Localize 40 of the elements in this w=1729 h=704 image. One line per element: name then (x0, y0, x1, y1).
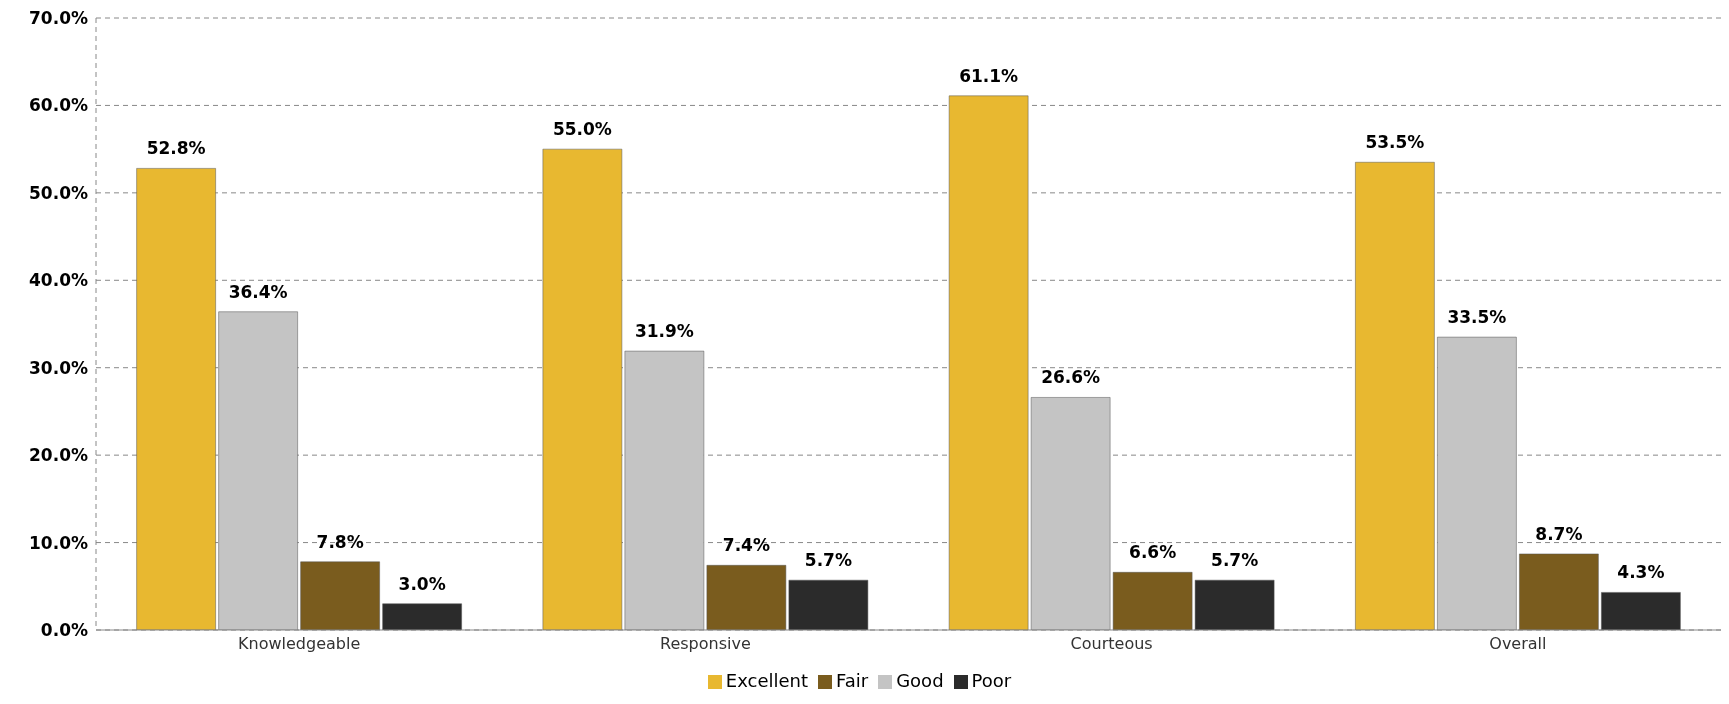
bar (382, 603, 462, 630)
data-label: 7.8% (316, 531, 364, 552)
data-label: 4.3% (1617, 562, 1665, 583)
bar (1437, 336, 1517, 630)
x-tick-label: Knowledgeable (238, 634, 361, 654)
data-label: 53.5% (1365, 132, 1425, 153)
y-tick-label: 0.0% (40, 620, 88, 641)
data-label: 36.4% (228, 281, 288, 302)
data-label: 26.6% (1041, 367, 1101, 388)
y-tick-label: 50.0% (29, 182, 88, 203)
legend-label: Good (896, 670, 944, 691)
bar (1519, 553, 1599, 630)
bar (1355, 162, 1435, 630)
y-tick-label: 10.0% (29, 532, 88, 553)
bar (1601, 592, 1681, 630)
bar (218, 311, 298, 630)
y-tick-label: 60.0% (29, 95, 88, 116)
data-label: 6.6% (1129, 542, 1177, 563)
x-tick-label: Courteous (1070, 634, 1153, 654)
legend-label: Fair (836, 670, 869, 691)
bar (136, 168, 216, 630)
legend-label: Poor (971, 670, 1012, 691)
y-tick-label: 20.0% (29, 445, 88, 466)
data-label: 8.7% (1535, 523, 1583, 544)
x-tick-label: Responsive (659, 634, 751, 654)
data-label: 31.9% (634, 321, 694, 342)
legend-label: Excellent (725, 670, 809, 691)
data-label: 3.0% (398, 573, 446, 594)
bar (300, 561, 380, 630)
data-label: 7.4% (722, 535, 770, 556)
y-tick-label: 40.0% (29, 270, 88, 291)
data-label: 5.7% (1211, 550, 1259, 571)
data-label: 5.7% (804, 550, 852, 571)
y-tick-label: 30.0% (29, 357, 88, 378)
y-tick-label: 70.0% (29, 8, 88, 29)
data-label: 55.0% (552, 119, 612, 140)
x-tick-label: Overall (1489, 634, 1547, 654)
data-label: 33.5% (1447, 307, 1507, 328)
data-label: 61.1% (959, 65, 1019, 86)
data-label: 52.8% (146, 138, 206, 159)
